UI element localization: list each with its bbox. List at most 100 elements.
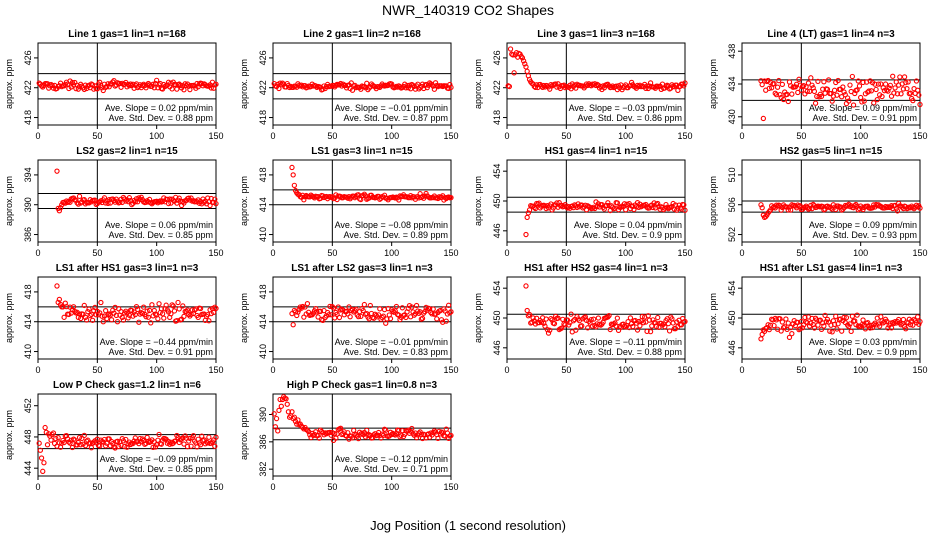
slope-annotation: Ave. Slope = −0.01 ppm/min: [335, 103, 448, 113]
data-point: [403, 314, 409, 321]
data-point: [778, 207, 784, 213]
data-point: [334, 311, 340, 317]
data-point: [583, 317, 590, 324]
data-point: [86, 306, 92, 312]
data-point: [623, 207, 629, 213]
data-point: [623, 324, 629, 330]
data-point: [840, 84, 846, 90]
data-point: [655, 314, 661, 321]
y-tick-label: 386: [23, 227, 33, 242]
data-point: [301, 197, 307, 203]
data-point: [313, 305, 319, 312]
data-point: [123, 198, 129, 204]
data-point: [328, 312, 334, 318]
y-axis-label: approx. ppm: [239, 293, 249, 343]
data-point: [644, 328, 650, 335]
data-point: [76, 434, 83, 441]
y-tick-label: 422: [23, 80, 33, 95]
data-point: [858, 94, 864, 101]
data-point: [834, 92, 840, 98]
data-point: [854, 87, 860, 93]
data-point: [821, 79, 827, 85]
y-tick-label: 454: [492, 164, 502, 179]
data-point: [123, 436, 129, 443]
data-point: [815, 78, 821, 85]
x-tick-label: 50: [796, 131, 806, 141]
data-point: [637, 323, 643, 329]
x-tick-label: 100: [384, 248, 399, 258]
panel-10: LS1 after LS2 gas=3 lin=1 n=3 0 50 100 150 41…: [239, 263, 459, 375]
data-point: [295, 309, 301, 315]
data-point: [562, 322, 568, 328]
data-point: [765, 322, 771, 328]
data-point: [383, 427, 389, 433]
data-point: [779, 319, 785, 325]
data-point: [799, 325, 806, 331]
data-point: [916, 321, 922, 327]
data-point: [91, 439, 97, 445]
data-point: [143, 85, 149, 91]
data-point: [914, 314, 921, 320]
data-point: [38, 455, 45, 461]
slope-annotation: Ave. Slope = −0.01 ppm/min: [335, 337, 448, 347]
data-point: [655, 200, 661, 207]
x-tick-label: 100: [618, 131, 633, 141]
data-point: [831, 87, 838, 93]
slope-annotation: Ave. Slope = 0.09 ppm/min: [809, 220, 917, 230]
y-tick-label: 446: [492, 340, 502, 355]
data-point: [273, 415, 280, 422]
data-point: [860, 317, 866, 323]
y-tick-label: 444: [23, 461, 33, 476]
data-point: [63, 303, 70, 310]
y-tick-label: 450: [492, 193, 502, 208]
slope-annotation: Ave. Slope = −0.08 ppm/min: [335, 220, 448, 230]
data-point: [37, 447, 44, 453]
panel-2: Line 2 gas=1 lin=2 n=168 0 50 100 150 418 422 4…: [239, 29, 459, 141]
data-point: [88, 311, 95, 318]
data-point: [593, 324, 599, 330]
panel-7: HS1 gas=4 lin=1 n=15 0 50 100 150 446 450 454 ap…: [473, 146, 693, 258]
data-point: [677, 205, 683, 211]
data-point: [353, 306, 359, 312]
data-point: [212, 443, 218, 449]
y-axis-label: approx. ppm: [473, 59, 483, 109]
data-point: [639, 313, 645, 320]
data-point: [61, 439, 67, 446]
data-point: [99, 313, 105, 319]
std-dev-annotation: Ave. Std. Dev. = 0.88 ppm: [578, 347, 682, 357]
data-point: [135, 306, 141, 313]
data-point: [448, 432, 454, 439]
data-point: [384, 316, 390, 322]
x-tick-label: 50: [92, 131, 102, 141]
y-tick-label: 410: [258, 344, 268, 359]
data-point: [41, 460, 47, 466]
data-point: [97, 310, 103, 316]
data-point: [61, 314, 67, 320]
data-point: [188, 443, 194, 449]
data-point: [534, 82, 540, 88]
x-tick-label: 100: [149, 248, 164, 258]
data-point: [861, 98, 867, 104]
data-point: [92, 304, 98, 311]
data-point: [900, 86, 907, 92]
x-tick-label: 150: [912, 365, 927, 375]
y-tick-label: 454: [492, 281, 502, 296]
data-point: [145, 314, 152, 320]
data-point: [430, 306, 436, 312]
data-point: [366, 85, 372, 91]
data-point: [881, 88, 888, 94]
y-tick-label: 382: [258, 462, 268, 477]
data-point: [67, 440, 73, 446]
data-point: [524, 307, 530, 314]
data-point: [825, 77, 832, 83]
panel-11: HS1 after HS2 gas=4 lin=1 n=3 0 50 100 150 44…: [473, 263, 693, 375]
data-point: [871, 100, 877, 106]
data-point: [448, 84, 454, 90]
data-point: [612, 320, 618, 326]
data-point: [664, 204, 670, 210]
data-point: [821, 323, 827, 329]
data-point: [78, 315, 84, 322]
data-point: [413, 435, 420, 441]
data-point: [562, 84, 568, 91]
data-point: [510, 52, 516, 58]
